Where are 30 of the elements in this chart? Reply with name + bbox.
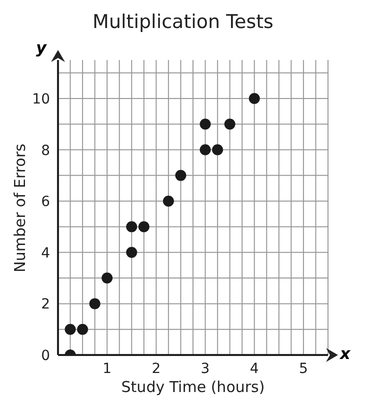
text: y (36, 38, 46, 57)
y-tick-label: 6 (41, 194, 50, 210)
point (200, 144, 211, 156)
x-tick-label: 4 (250, 360, 259, 377)
x-axis-title: Study Time (hours) (120, 378, 266, 396)
point (224, 118, 236, 130)
point (102, 272, 113, 284)
point (212, 144, 224, 156)
x-tick-label: 1 (102, 360, 112, 377)
point (126, 246, 138, 258)
x-tick-label: 3 (200, 360, 210, 377)
text: x (340, 344, 350, 363)
y-tick-label: 4 (41, 245, 50, 262)
x-tick-label: 2 (152, 360, 161, 377)
point (64, 324, 76, 335)
point (200, 118, 211, 130)
y-tick-label: 2 (41, 296, 50, 313)
chart-title: Multiplication Tests (92, 11, 274, 33)
point (89, 298, 100, 310)
point (138, 221, 150, 232)
point (77, 324, 88, 335)
y-axis-title: Number of Errors (11, 143, 29, 272)
point (248, 92, 260, 104)
point (126, 221, 138, 232)
point (162, 196, 174, 207)
x-tick-label: 5 (298, 360, 308, 377)
y-tick-label: 8 (41, 142, 50, 159)
y-tick-label: 0 (41, 348, 50, 364)
point (175, 170, 186, 181)
y-tick-label: 10 (32, 91, 50, 108)
